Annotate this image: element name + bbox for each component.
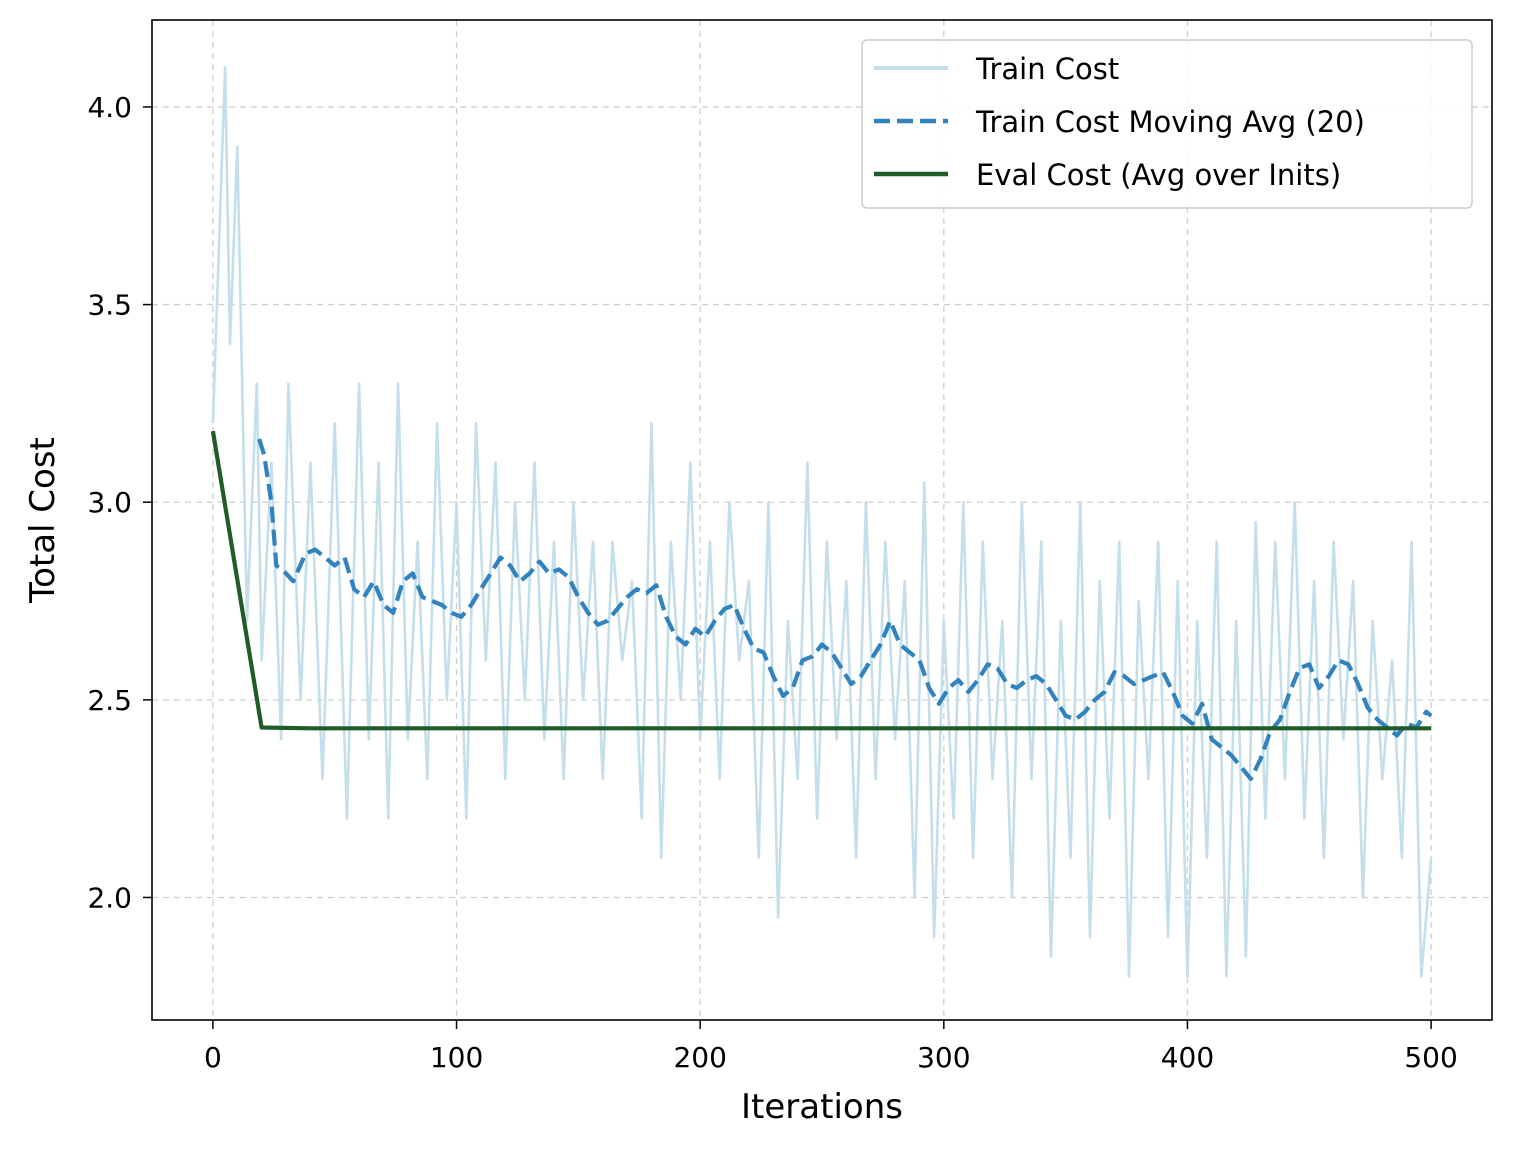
- x-tick-label: 300: [917, 1041, 970, 1074]
- y-tick-label: 3.0: [87, 486, 132, 519]
- eval-cost-line: [210, 430, 1432, 731]
- ticks: 0 100 200 300 400 500 2.0 2.5 3.0 3.5 4.0: [87, 91, 1457, 1074]
- train-cost-moving-avg-line: [257, 438, 1433, 781]
- y-tick-label: 2.5: [87, 684, 132, 717]
- y-tick-label: 4.0: [87, 91, 132, 124]
- legend-box: [861, 39, 1473, 209]
- train-cost-line: [211, 66, 1433, 978]
- y-tick-label: 3.5: [87, 289, 132, 322]
- x-tick-label: 0: [204, 1041, 222, 1074]
- legend-label-moving-avg: Train Cost Moving Avg (20): [975, 105, 1365, 139]
- y-axis-title: Total Cost: [23, 437, 63, 604]
- x-axis-title: Iterations: [741, 1087, 903, 1127]
- legend-label-train-cost: Train Cost: [975, 52, 1119, 86]
- series-layer: [210, 66, 1433, 978]
- x-tick-label: 100: [430, 1041, 483, 1074]
- y-tick-label: 2.0: [87, 881, 132, 914]
- legend-label-eval-cost: Eval Cost (Avg over Inits): [976, 158, 1341, 192]
- plot-frame: [151, 19, 1493, 1021]
- x-tick-label: 500: [1404, 1041, 1457, 1074]
- x-tick-label: 400: [1161, 1041, 1214, 1074]
- legend: Train Cost Train Cost Moving Avg (20) Ev…: [861, 39, 1473, 209]
- x-tick-label: 200: [673, 1041, 726, 1074]
